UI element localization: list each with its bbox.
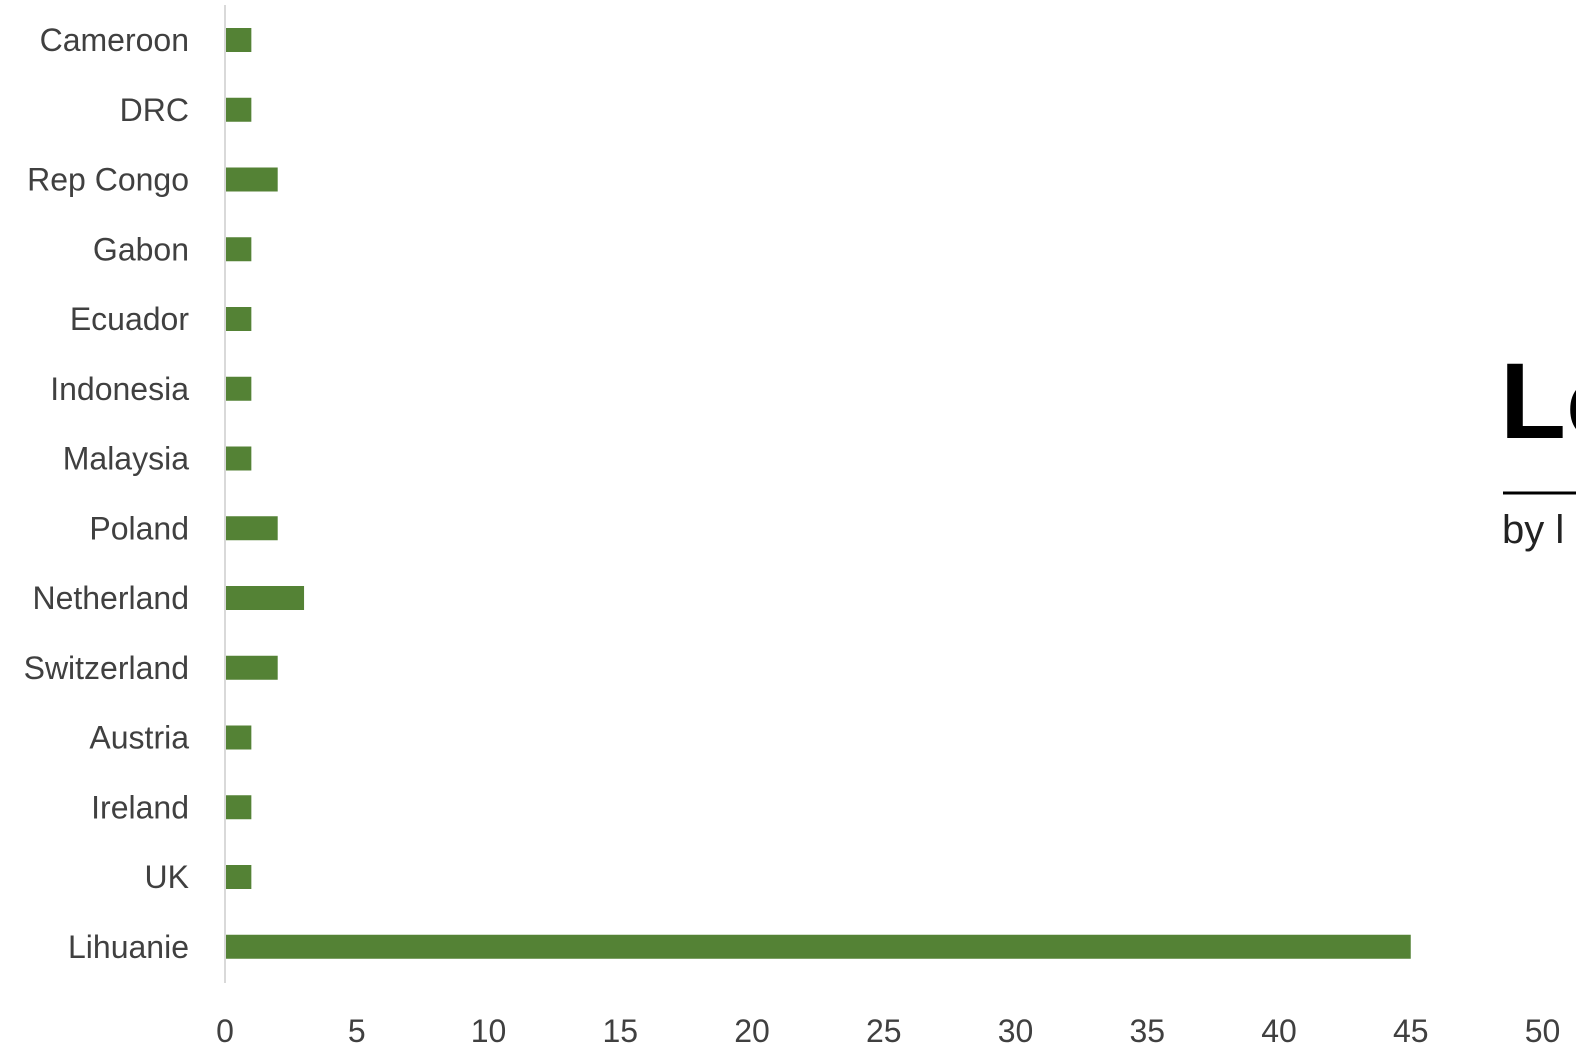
category-label: Cameroon [40,22,189,58]
bar [226,307,252,331]
category-label: Lihuanie [68,929,189,965]
bar [226,655,278,680]
category-label: Malaysia [63,441,189,477]
bar [226,516,278,541]
x-tick-label: 30 [998,1013,1034,1049]
bar [226,725,252,750]
logo-text-sub: by l [1502,508,1564,552]
x-tick-label: 35 [1129,1013,1165,1049]
category-label: Austria [89,720,189,756]
x-tick-label: 10 [471,1013,507,1049]
x-tick-label: 45 [1393,1013,1429,1049]
x-tick-label: 5 [348,1013,366,1049]
bar [226,237,252,262]
logo: Lo by l [1500,340,1576,552]
category-label: UK [145,859,189,895]
category-label: Ecuador [70,301,190,337]
bar [226,97,252,122]
category-labels: Cameroon DRC Rep Congo Gabon Ecuador Indonesi… [24,22,190,965]
x-tick-label: 40 [1261,1013,1297,1049]
category-label: DRC [120,92,189,128]
bar [226,28,252,52]
bar [226,795,252,820]
x-tick-label: 15 [602,1013,638,1049]
x-tick-label: 50 [1525,1013,1561,1049]
category-label: Ireland [91,789,189,825]
category-label: Indonesia [50,371,189,407]
category-label: Gabon [93,231,189,267]
bar [226,376,252,401]
bar [226,865,252,889]
category-label: Poland [89,510,189,546]
bars [226,28,1411,959]
bar [226,446,252,471]
bar [226,934,1411,959]
category-label: Rep Congo [27,162,189,198]
x-tick-label: 20 [734,1013,770,1049]
bar [226,167,278,192]
category-label: Switzerland [24,650,189,686]
logo-text-main: Lo [1500,340,1576,461]
category-label: Netherland [32,580,189,616]
x-tick-label: 25 [866,1013,902,1049]
x-tick-labels: 0 5 10 15 20 25 30 35 40 45 50 [216,1013,1560,1049]
x-tick-label: 0 [216,1013,234,1049]
bar [226,586,305,610]
